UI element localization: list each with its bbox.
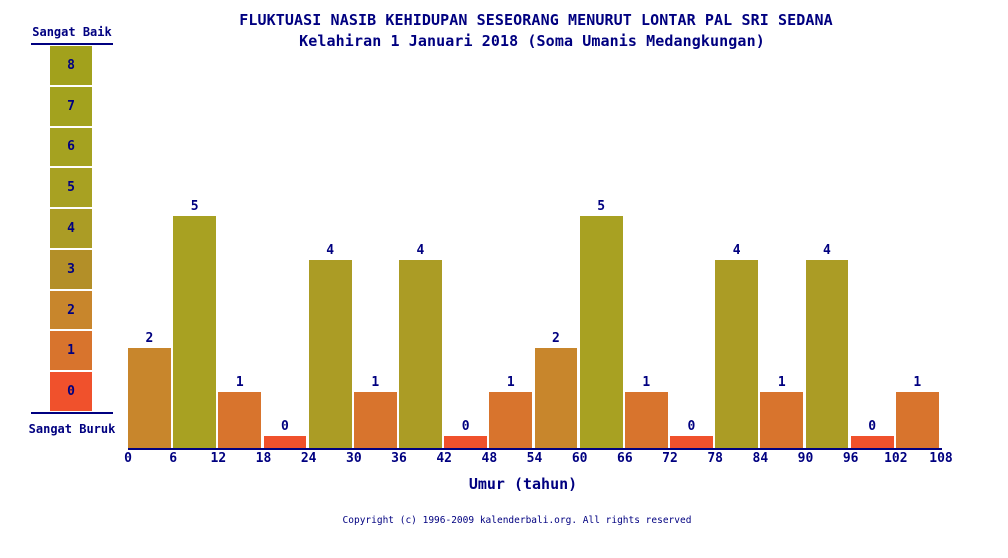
- bar-age-36-42: [399, 260, 442, 448]
- x-tick-66: 66: [617, 451, 633, 466]
- bar-value-label: 1: [777, 375, 786, 390]
- bar-age-30-36: [353, 392, 397, 448]
- legend-box-value: 6: [67, 139, 75, 155]
- bar-value-label: 0: [281, 419, 289, 434]
- bar-value-label: 0: [687, 419, 696, 434]
- legend-box-0: 0: [50, 372, 92, 412]
- bar-age-102-108: [895, 392, 939, 448]
- x-axis-line: [128, 448, 942, 450]
- x-tick-102: 102: [884, 451, 908, 466]
- x-tick-18: 18: [255, 451, 272, 466]
- legend-best-label: Sangat Baik: [32, 25, 112, 39]
- bar-age-78-84: [715, 260, 759, 448]
- legend-box-3: 3: [50, 249, 92, 289]
- bar-value-label: 0: [461, 419, 470, 434]
- bar-age-42-48: [444, 436, 488, 448]
- legend-box-value: 5: [67, 180, 75, 196]
- bar-value-label: 5: [190, 199, 199, 214]
- bar-value-label: 2: [552, 331, 560, 346]
- bar-age-96-102: [850, 436, 894, 448]
- x-tick-48: 48: [481, 451, 498, 466]
- chart-subtitle: Kelahiran 1 Januari 2018 (Soma Umanis Me…: [299, 32, 765, 50]
- x-axis-ticks: 0 6 12 18 24 30 36 42 48 54 60 66 72 78 84 90 96 102 108: [124, 451, 953, 466]
- legend-box-4: 4: [50, 209, 92, 248]
- x-tick-36: 36: [391, 451, 407, 466]
- bar-age-72-78: [670, 436, 713, 448]
- x-tick-108: 108: [929, 451, 953, 466]
- x-tick-30: 30: [346, 451, 362, 466]
- chart-title: FLUKTUASI NASIB KEHIDUPAN SESEORANG MENU…: [239, 11, 833, 29]
- x-tick-72: 72: [662, 451, 678, 466]
- legend-box-value: 0: [67, 384, 75, 400]
- x-tick-24: 24: [300, 451, 317, 466]
- legend-box-8: 8: [50, 46, 92, 85]
- x-tick-78: 78: [707, 451, 723, 466]
- bar-value-label: 5: [597, 199, 606, 214]
- x-tick-54: 54: [526, 451, 543, 466]
- legend-bottom-divider: [31, 412, 113, 414]
- legend-box-1: 1: [50, 331, 92, 371]
- legend-worst-label: Sangat Buruk: [28, 422, 116, 436]
- legend-box-2: 2: [50, 290, 92, 330]
- legend-top-divider: [31, 43, 113, 45]
- bar-value-label: 1: [371, 375, 380, 390]
- legend-box-value: 4: [67, 221, 75, 237]
- x-tick-96: 96: [842, 451, 859, 466]
- legend-box-5: 5: [50, 168, 92, 208]
- legend-box-7: 7: [50, 86, 92, 126]
- x-tick-6: 6: [169, 451, 178, 466]
- legend-box-value: 1: [67, 343, 75, 359]
- bar-value-label: 1: [913, 375, 922, 390]
- bar-age-60-66: [579, 216, 623, 448]
- x-tick-42: 42: [436, 451, 452, 466]
- x-tick-12: 12: [210, 451, 227, 466]
- bar-age-24-30: [308, 260, 352, 448]
- legend-box-value: 3: [67, 261, 75, 277]
- x-tick-84: 84: [752, 451, 769, 466]
- bar-value-label: 1: [642, 375, 651, 390]
- bar-value-label: 1: [506, 375, 515, 390]
- bar-value-label: 4: [823, 243, 831, 258]
- bar-age-18-24: [263, 436, 307, 448]
- bar-age-12-18: [218, 392, 262, 448]
- bar-age-66-72: [624, 392, 668, 448]
- x-tick-90: 90: [797, 451, 814, 466]
- copyright-text: Copyright (c) 1996-2009 kalenderbali.org…: [342, 515, 692, 526]
- bar-age-84-90: [760, 392, 804, 448]
- bar-age-6-12: [173, 216, 217, 448]
- legend-box-value: 7: [67, 98, 75, 114]
- bar-plot-area: 2 5 1 0 4 1 4 0 1 2 5 1 0 4 1 4 0 1: [128, 199, 941, 448]
- legend-box-value: 2: [67, 302, 75, 318]
- bar-value-label: 0: [868, 419, 877, 434]
- legend-fortune-scale: 8 7 6 5 4 3 2 1 0: [50, 46, 92, 412]
- legend-box-6: 6: [50, 127, 92, 167]
- bar-value-label: 1: [235, 375, 244, 390]
- x-axis-label: Umur (tahun): [468, 475, 578, 493]
- x-tick-0: 0: [124, 451, 132, 466]
- bar-age-48-54: [489, 392, 533, 448]
- x-tick-60: 60: [571, 451, 588, 466]
- legend-box-value: 8: [67, 57, 75, 73]
- bar-age-54-60: [534, 348, 578, 448]
- bar-age-0-6: [128, 348, 171, 448]
- bar-value-label: 4: [732, 243, 741, 258]
- bar-value-label: 4: [326, 243, 335, 258]
- bar-value-label: 4: [416, 243, 425, 258]
- bar-age-90-96: [805, 260, 849, 448]
- bar-value-label: 2: [145, 331, 154, 346]
